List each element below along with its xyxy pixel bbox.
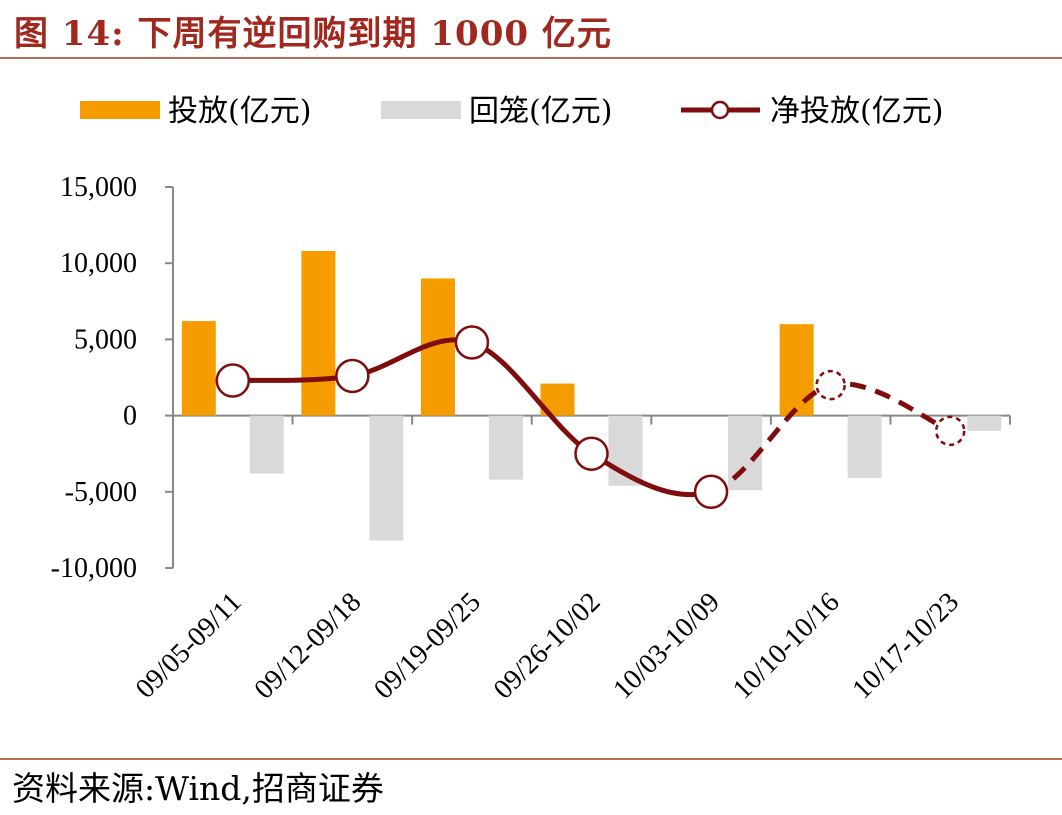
net-point xyxy=(335,358,370,394)
legend-label-invest: 投放(亿元) xyxy=(168,94,311,129)
legend-swatch-invest xyxy=(80,101,160,119)
legend-label-net: 净投放(亿元) xyxy=(770,94,943,129)
figure-title: 图 14: 下周有逆回购到期 1000 亿元 xyxy=(14,14,612,54)
net-point xyxy=(215,363,251,398)
x-tick-label: 09/12-09/18 xyxy=(249,587,368,706)
bar-return xyxy=(488,415,523,480)
bar-invest xyxy=(181,321,216,416)
x-tick-label: 09/05-09/11 xyxy=(130,587,248,705)
bar-return xyxy=(369,415,404,541)
x-tick-label: 09/26-10/02 xyxy=(488,587,607,706)
net-point xyxy=(693,474,729,510)
net-point xyxy=(934,415,966,447)
bar-return xyxy=(967,415,1002,431)
x-tick-label: 09/19-09/25 xyxy=(368,587,487,706)
x-tick-label: 10/10-10/16 xyxy=(727,587,846,706)
bar-invest xyxy=(301,251,336,416)
y-tick-label: 5,000 xyxy=(74,324,137,355)
legend-marker-net xyxy=(710,100,730,120)
net-point xyxy=(454,325,490,360)
bar-return xyxy=(249,415,284,474)
y-tick-label: 15,000 xyxy=(60,172,137,203)
legend-swatch-return xyxy=(381,101,461,119)
net-point xyxy=(574,436,609,471)
chart: 投放(亿元) 回笼(亿元) 净投放(亿元) 15,000 10,000 5,000 0 -5,… xyxy=(51,94,1011,706)
title-divider xyxy=(0,57,1062,59)
y-tick-label: 0 xyxy=(123,401,137,432)
legend-label-return: 回笼(亿元) xyxy=(469,94,612,129)
x-tick-label: 10/03-10/09 xyxy=(607,587,726,706)
y-tick-label: -5,000 xyxy=(65,477,137,508)
net-point xyxy=(815,369,846,401)
source-divider xyxy=(0,758,1062,760)
bar-invest xyxy=(779,324,814,416)
x-tick-label: 10/17-10/23 xyxy=(846,587,965,706)
bar-return xyxy=(847,415,882,479)
source-note: 资料来源:Wind,招商证券 xyxy=(12,769,384,808)
y-tick-label: 10,000 xyxy=(60,248,137,279)
y-tick-label: -10,000 xyxy=(51,553,137,584)
